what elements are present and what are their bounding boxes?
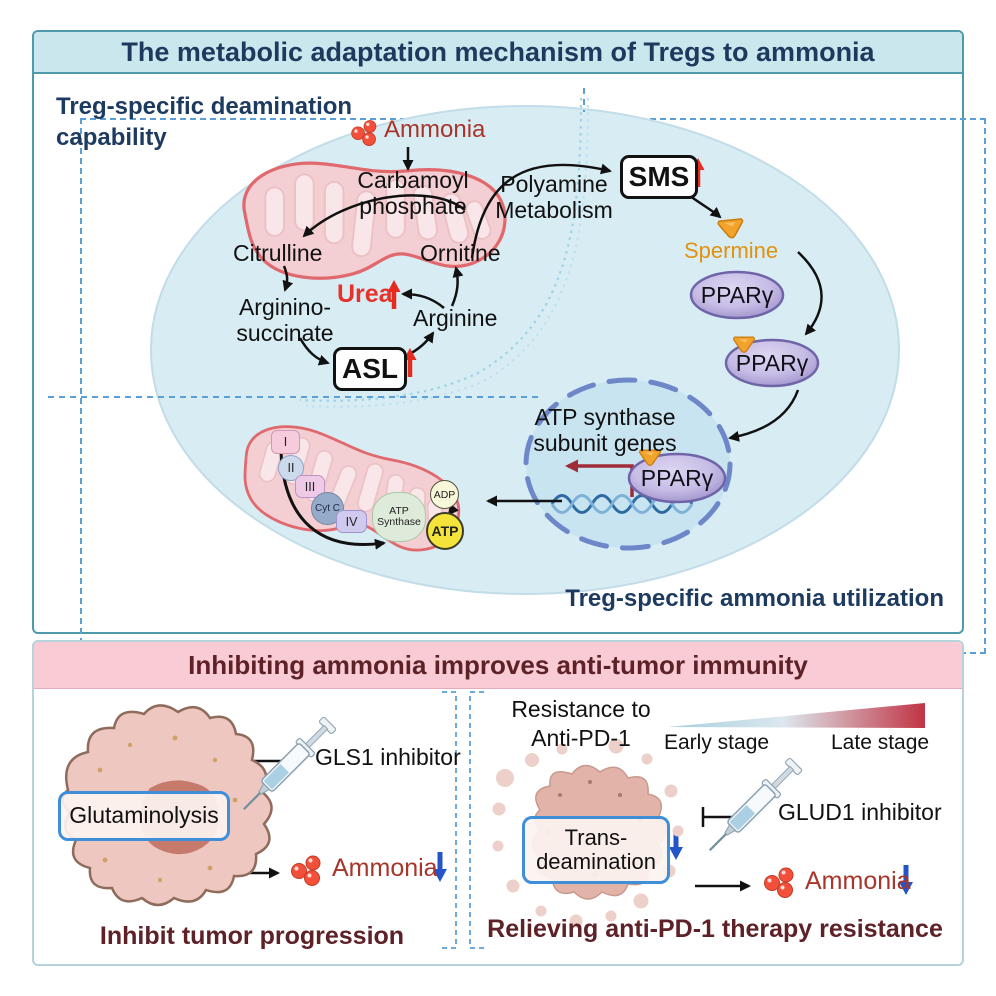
ammonia-right-label: Ammonia: [805, 867, 911, 895]
late-stage-label: Late stage: [831, 731, 930, 754]
arginino-succinate-label: Arginino-succinate: [236, 294, 334, 347]
glutaminolysis-box: Glutaminolysis: [58, 791, 230, 841]
atp-synthase-genes-label: ATP synthase subunit genes: [533, 404, 677, 457]
atp-molecule: ATP: [426, 512, 464, 550]
resistance-label: Resistance to Anti-PD-1: [511, 696, 651, 751]
adp-molecule: ADP: [430, 480, 459, 509]
citrulline-label: Citrulline: [233, 240, 323, 266]
ammonia-top-label: Ammonia: [384, 116, 486, 143]
early-stage-label: Early stage: [664, 731, 770, 754]
bottom-panel-title: Inhibiting ammonia improves anti-tumor i…: [34, 642, 962, 689]
pparg-label-1: PPARγ: [700, 281, 774, 308]
carbamoyl-phosphate-label: Carbamoyl phosphate: [357, 167, 469, 220]
asl-enzyme-box: ASL: [333, 347, 407, 391]
arginine-label: Arginine: [413, 305, 498, 331]
trans-deamination-box: Trans-deamination: [522, 816, 670, 884]
sms-enzyme-box: SMS: [620, 155, 698, 199]
polyamine-metabolism-label: Polyamine Metabolism: [495, 171, 613, 224]
etc-atp-synthase: ATP Synthase: [372, 492, 426, 542]
glud1-inhibitor-label: GLUD1 inhibitor: [778, 799, 942, 825]
ornitine-label: Ornitine: [420, 240, 501, 266]
pparg-label-2: PPARγ: [735, 349, 809, 376]
ammonia-left-label: Ammonia: [332, 854, 438, 882]
right-caption: Relieving anti-PD-1 therapy resistance: [487, 915, 943, 943]
left-caption: Inhibit tumor progression: [99, 922, 405, 950]
etc-complex-i: I: [271, 430, 300, 454]
utilization-section-label: Treg-specific ammonia utilization: [565, 585, 944, 612]
deamination-section-label: Treg-specific deamination capability: [56, 93, 353, 151]
urea-label: Urea: [337, 280, 393, 308]
top-panel-title: The metabolic adaptation mechanism of Tr…: [34, 32, 962, 74]
etc-complex-iv: IV: [336, 510, 367, 533]
gls1-inhibitor-label: GLS1 inhibitor: [315, 744, 461, 770]
pparg-label-3: PPARγ: [640, 464, 714, 491]
spermine-label: Spermine: [684, 238, 779, 263]
